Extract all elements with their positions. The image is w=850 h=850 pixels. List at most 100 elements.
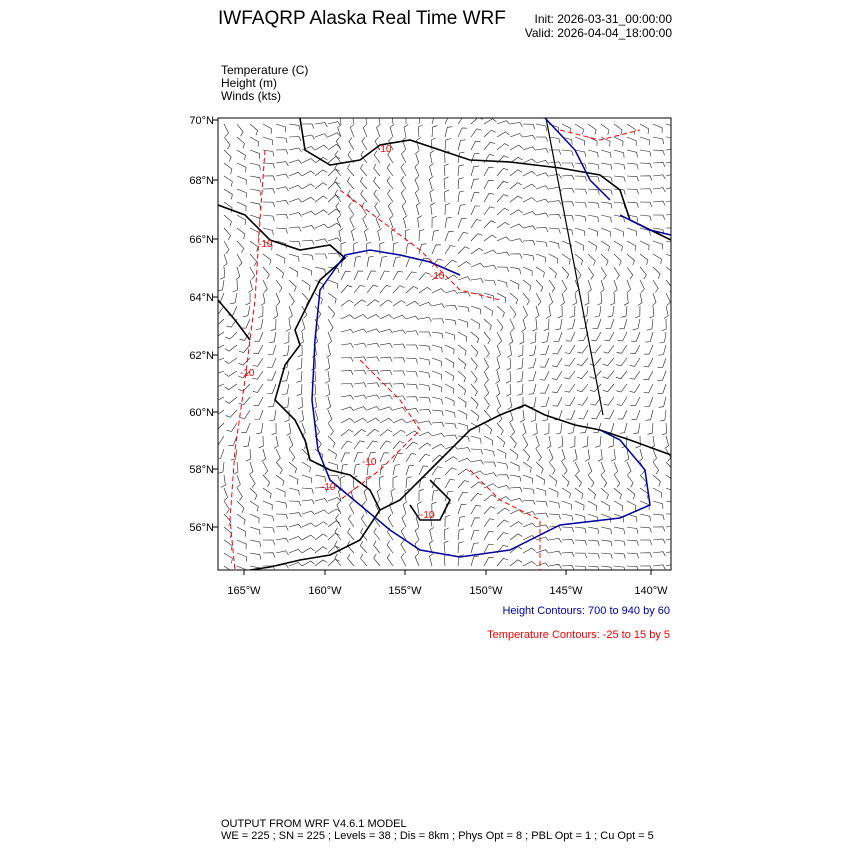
- wind-barb: [606, 422, 615, 434]
- wind-barb: [392, 429, 406, 437]
- wind-barb: [652, 149, 665, 156]
- wind-barb: [483, 370, 489, 384]
- wind-barb: [532, 318, 538, 332]
- wind-barb: [299, 409, 305, 423]
- wind-barb: [249, 552, 262, 560]
- wind-barb: [548, 161, 562, 167]
- wind-barb: [630, 396, 641, 407]
- wind-barb: [587, 201, 600, 209]
- wind-barb: [509, 533, 523, 541]
- wind-barb: [483, 249, 497, 255]
- wind-barb: [470, 233, 483, 242]
- wind-barb: [496, 344, 501, 358]
- wind-barb: [253, 344, 264, 355]
- lon-tick: 155°W: [388, 585, 422, 597]
- wind-barb: [373, 540, 381, 554]
- wind-barb: [496, 461, 508, 470]
- wind-barb: [366, 356, 380, 362]
- wind-barb: [535, 123, 547, 131]
- wind-barb: [483, 494, 497, 502]
- wind-barb: [444, 357, 455, 368]
- wind-barb: [587, 175, 600, 182]
- wind-barb: [496, 305, 505, 318]
- wind-barb: [262, 474, 271, 487]
- wind-barb: [643, 370, 654, 381]
- wind-barb: [281, 370, 290, 382]
- wind-barb: [325, 370, 330, 384]
- wind-barb: [236, 487, 243, 501]
- wind-barb: [457, 118, 463, 125]
- wind-barb: [362, 215, 368, 229]
- wind-barb: [218, 396, 225, 401]
- lat-tick: 62°N: [189, 350, 214, 362]
- wind-barb: [572, 448, 578, 462]
- wind-barb: [535, 266, 545, 278]
- wind-barb: [613, 552, 626, 559]
- wind-barb: [637, 292, 643, 306]
- wind-barb: [262, 162, 275, 169]
- wind-barb: [626, 136, 637, 146]
- wind-barb: [639, 552, 653, 558]
- wind-barb: [300, 318, 306, 332]
- wind-barb: [392, 407, 406, 412]
- wind-barb: [327, 237, 341, 242]
- wind-barb: [578, 409, 589, 420]
- wind-barb: [613, 240, 623, 252]
- map-frame: [217, 117, 672, 571]
- wind-barb: [607, 305, 615, 318]
- wind-barb: [288, 512, 302, 518]
- wind-barb: [457, 291, 471, 297]
- valid-time: Valid: 2026-04-04_18:00:00: [524, 26, 672, 40]
- wind-barb: [576, 383, 589, 393]
- wind-barb: [561, 526, 574, 533]
- wind-barb: [605, 318, 615, 329]
- wind-barb: [470, 396, 479, 409]
- wind-barb: [557, 305, 563, 319]
- wind-barb: [249, 175, 262, 183]
- wind-barb: [509, 169, 523, 177]
- wind-barb: [543, 318, 550, 331]
- lat-tick: 68°N: [189, 175, 214, 187]
- lat-tick: 66°N: [189, 234, 214, 246]
- wind-barb: [334, 189, 342, 203]
- wind-barb: [431, 443, 445, 450]
- wind-barb: [347, 150, 355, 164]
- wind-barb: [405, 344, 419, 350]
- wind-barb: [600, 552, 613, 559]
- wind-barb: [379, 452, 389, 463]
- wind-barb: [639, 253, 649, 265]
- wind-barb: [664, 435, 669, 449]
- wind-barb: [366, 241, 372, 255]
- wind-barb: [228, 435, 238, 446]
- wind-barb: [553, 331, 563, 342]
- wind-barb: [579, 318, 589, 330]
- wind-barb: [457, 204, 466, 216]
- wind-barb: [457, 331, 468, 342]
- wind-barb: [626, 474, 634, 488]
- wind-barb: [275, 537, 289, 543]
- wind-barb: [288, 226, 302, 232]
- wind-barb: [585, 448, 590, 462]
- wind-barb: [444, 456, 458, 463]
- wind-barb: [483, 422, 493, 435]
- wind-barb: [496, 507, 510, 515]
- wind-barb: [415, 202, 421, 216]
- wind-barb: [226, 422, 238, 432]
- wind-barb: [652, 174, 666, 180]
- wind-barb: [431, 396, 443, 405]
- wind-barb: [285, 318, 291, 332]
- wind-barb: [275, 500, 287, 509]
- wind-barb: [275, 213, 289, 219]
- wind-barb: [414, 527, 420, 541]
- wind-barb: [561, 500, 572, 510]
- wind-barb: [444, 422, 457, 429]
- wind-barb: [629, 357, 641, 367]
- wind-barb: [223, 162, 233, 174]
- wind-barb: [236, 513, 246, 525]
- wind-barb: [470, 383, 478, 397]
- wind-barb: [327, 461, 339, 471]
- wind-barb: [639, 266, 647, 280]
- wind-barb: [652, 240, 663, 250]
- wind-barb: [496, 532, 509, 541]
- wind-barb: [296, 370, 303, 383]
